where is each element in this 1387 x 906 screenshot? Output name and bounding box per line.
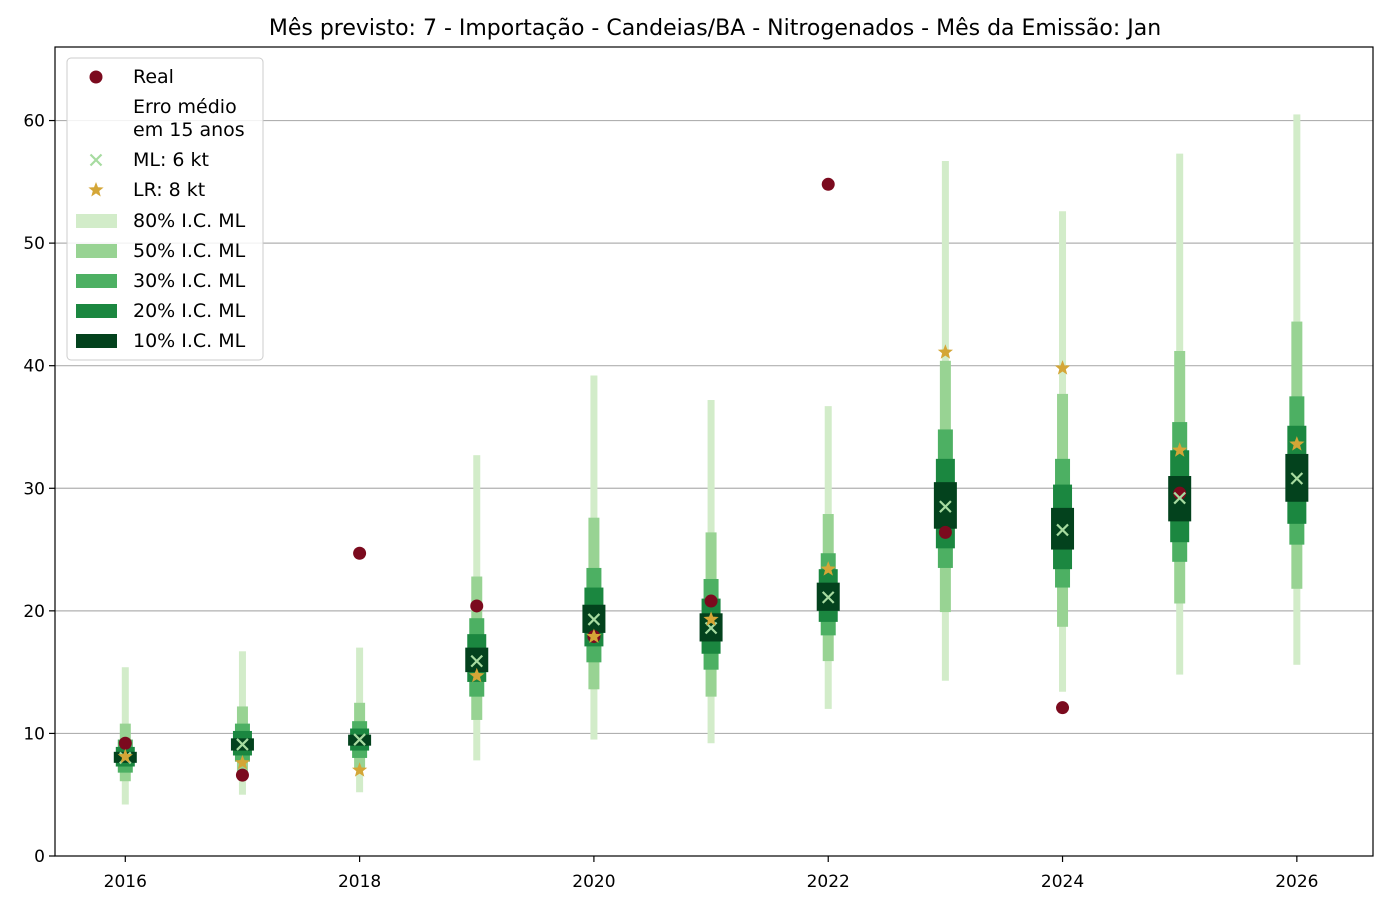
x-tick-label: 2018 xyxy=(338,872,381,892)
y-tick-label: 0 xyxy=(34,847,45,867)
real-point xyxy=(1056,701,1070,715)
ml-point xyxy=(1173,491,1186,505)
lr-point xyxy=(703,611,719,626)
real-point xyxy=(821,177,835,191)
legend-interval-swatch xyxy=(76,244,117,258)
lr-point xyxy=(1054,360,1071,375)
plot-frame xyxy=(54,46,1374,857)
legend-interval-label: 20% I.C. ML xyxy=(133,300,246,322)
lr-point xyxy=(1172,442,1188,457)
markers xyxy=(117,177,1305,782)
x-tick-label: 2020 xyxy=(572,872,615,892)
legend-interval-swatch xyxy=(76,274,117,288)
y-tick-label: 20 xyxy=(23,602,45,622)
x-tick-label: 2022 xyxy=(807,872,850,892)
ml-point xyxy=(470,654,484,668)
real-point xyxy=(1173,486,1187,500)
legend-lr-label: LR: 8 kt xyxy=(133,179,205,201)
y-tick-label: 30 xyxy=(23,479,45,499)
lr-point xyxy=(352,762,368,777)
ml-point xyxy=(236,738,249,751)
x-tick-label: 2026 xyxy=(1275,872,1318,892)
legend-interval-swatch xyxy=(76,334,117,348)
lr-point xyxy=(1289,436,1305,451)
real-point xyxy=(118,736,132,750)
axes: 0 10 20 30 40 50 60 2016 2018 2020 2022 2024 2026 xyxy=(23,112,1318,892)
legend-interval-label: 30% I.C. ML xyxy=(133,270,246,292)
y-tick-label: 50 xyxy=(23,234,45,254)
real-point xyxy=(470,599,484,613)
lr-point xyxy=(937,344,953,359)
lr-point xyxy=(820,561,836,576)
legend-ml-label: ML: 6 kt xyxy=(133,149,209,171)
legend-ml-marker xyxy=(89,153,103,167)
lr-point xyxy=(469,667,485,683)
legend-interval-label: 50% I.C. ML xyxy=(133,240,246,262)
legend-lr-marker xyxy=(88,182,104,197)
lr-point xyxy=(586,628,602,644)
legend-interval-swatch xyxy=(76,214,117,228)
ml-point xyxy=(1056,523,1069,537)
ml-point xyxy=(587,613,601,626)
real-point xyxy=(938,525,952,539)
x-tick-label: 2016 xyxy=(104,872,147,892)
y-tick-label: 60 xyxy=(23,112,45,132)
legend-interval-label: 80% I.C. ML xyxy=(133,210,246,232)
x-tick-label: 2024 xyxy=(1041,872,1084,892)
legend-interval-label: 10% I.C. ML xyxy=(133,330,246,352)
real-point xyxy=(353,546,367,560)
real-point xyxy=(704,594,718,608)
legend-note-line-1: Erro médio xyxy=(133,96,237,118)
legend-real-label: Real xyxy=(133,66,174,88)
lr-point xyxy=(234,754,251,770)
legend-real-marker xyxy=(89,70,103,84)
ml-point xyxy=(939,500,952,513)
lr-point xyxy=(117,748,133,764)
y-tick-label: 40 xyxy=(23,357,45,377)
chart-title: Mês previsto: 7 - Importação - Candeias/… xyxy=(269,16,1161,41)
ml-point xyxy=(353,733,366,746)
y-tick-label: 10 xyxy=(23,724,45,744)
real-point xyxy=(235,768,249,782)
ml-point xyxy=(1290,472,1304,485)
legend-interval-swatch xyxy=(76,304,117,318)
legend-note-line-2: em 15 anos xyxy=(133,119,245,141)
ml-point xyxy=(821,591,835,604)
